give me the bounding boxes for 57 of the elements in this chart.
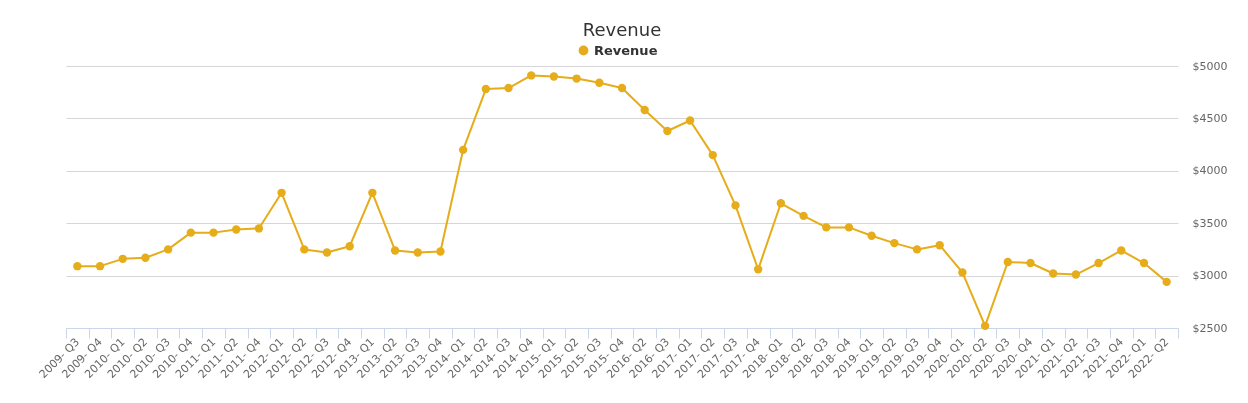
point	[209, 228, 218, 237]
point	[95, 261, 105, 271]
point	[436, 247, 445, 256]
point	[708, 150, 717, 160]
point	[980, 321, 990, 331]
point	[731, 201, 740, 210]
point	[232, 225, 241, 234]
y-tick-label: $3000	[1192, 269, 1228, 283]
point	[163, 245, 173, 254]
point	[1071, 270, 1081, 279]
point	[1049, 269, 1058, 278]
point	[345, 242, 354, 251]
point	[118, 254, 127, 264]
point	[368, 188, 377, 197]
point	[504, 83, 513, 93]
point	[1139, 258, 1149, 268]
point	[595, 78, 604, 87]
y-tick-label: $3500	[1192, 216, 1228, 230]
point	[73, 261, 82, 271]
chart-title: Revenue	[582, 19, 662, 40]
point	[481, 84, 491, 94]
point	[685, 116, 695, 125]
legend-label: Revenue	[594, 42, 658, 58]
point	[527, 71, 536, 80]
point	[254, 224, 264, 233]
point	[822, 223, 831, 232]
point	[617, 83, 627, 93]
point	[753, 265, 763, 274]
point	[958, 268, 967, 277]
y-tick-label: $2500	[1192, 321, 1228, 335]
point	[390, 246, 400, 255]
point	[186, 228, 195, 237]
point	[867, 231, 876, 240]
point	[572, 74, 581, 83]
point	[1003, 257, 1012, 267]
point	[458, 145, 468, 155]
point	[1094, 258, 1103, 268]
point	[141, 253, 150, 262]
point	[776, 199, 786, 208]
point	[912, 245, 922, 254]
point	[1117, 246, 1126, 255]
y-tick-label: $4500	[1192, 111, 1228, 125]
point	[935, 241, 944, 250]
point	[890, 238, 899, 248]
point	[277, 188, 286, 197]
point	[1026, 258, 1035, 268]
point	[549, 72, 559, 81]
point	[300, 245, 309, 254]
point	[844, 223, 854, 232]
y-tick-label: $5000	[1192, 59, 1228, 73]
y-tick-label: $4000	[1192, 164, 1228, 178]
point	[322, 248, 332, 257]
point	[663, 126, 672, 136]
point	[640, 105, 649, 115]
point	[413, 248, 422, 257]
point	[1162, 277, 1171, 287]
point	[799, 211, 808, 221]
